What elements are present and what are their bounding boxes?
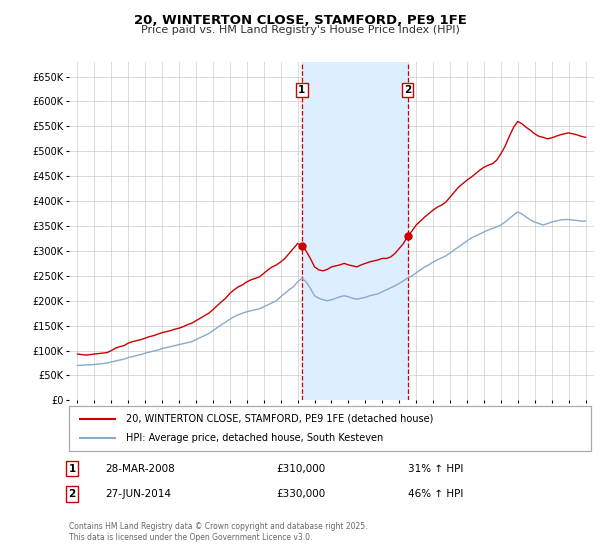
Text: 31% ↑ HPI: 31% ↑ HPI	[408, 464, 463, 474]
Text: £330,000: £330,000	[276, 489, 325, 499]
Text: This data is licensed under the Open Government Licence v3.0.: This data is licensed under the Open Gov…	[69, 533, 313, 542]
Text: HPI: Average price, detached house, South Kesteven: HPI: Average price, detached house, Sout…	[127, 433, 383, 444]
Text: 1: 1	[68, 464, 76, 474]
Text: 2: 2	[404, 85, 412, 95]
Text: 20, WINTERTON CLOSE, STAMFORD, PE9 1FE (detached house): 20, WINTERTON CLOSE, STAMFORD, PE9 1FE (…	[127, 413, 434, 423]
Text: Price paid vs. HM Land Registry's House Price Index (HPI): Price paid vs. HM Land Registry's House …	[140, 25, 460, 35]
Text: 46% ↑ HPI: 46% ↑ HPI	[408, 489, 463, 499]
Text: 27-JUN-2014: 27-JUN-2014	[105, 489, 171, 499]
Bar	[302, 62, 408, 400]
Text: £310,000: £310,000	[276, 464, 325, 474]
Text: 28-MAR-2008: 28-MAR-2008	[105, 464, 175, 474]
Text: 1: 1	[298, 85, 305, 95]
Text: 20, WINTERTON CLOSE, STAMFORD, PE9 1FE: 20, WINTERTON CLOSE, STAMFORD, PE9 1FE	[134, 14, 466, 27]
Text: Contains HM Land Registry data © Crown copyright and database right 2025.: Contains HM Land Registry data © Crown c…	[69, 522, 367, 531]
Text: 2: 2	[68, 489, 76, 499]
